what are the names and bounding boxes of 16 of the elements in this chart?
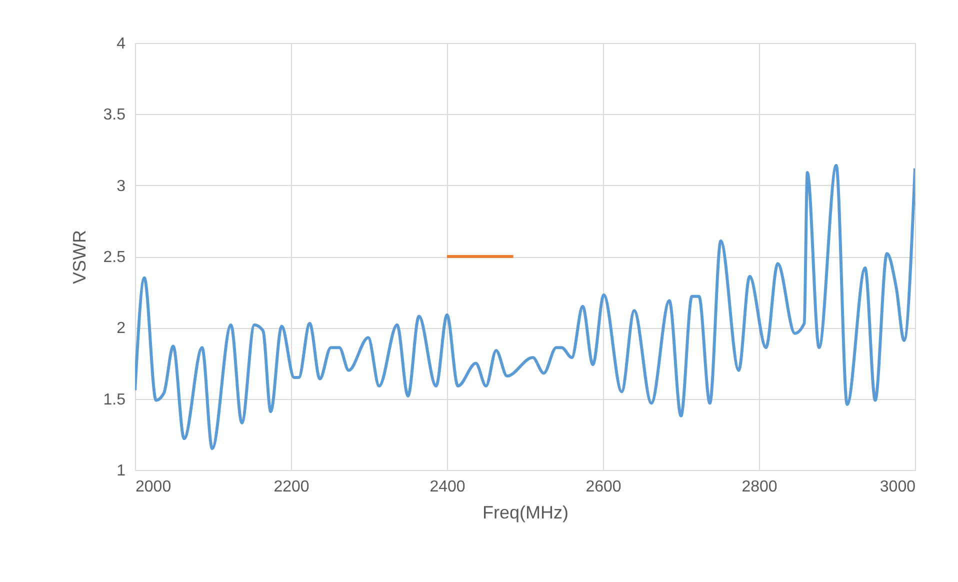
y-tick-label: 3.5 [103, 106, 126, 124]
y-tick-label: 4 [116, 36, 126, 52]
x-tick-label: 2200 [274, 478, 310, 496]
x-tick-label: 2800 [742, 478, 778, 496]
y-axis-title: VSWR [69, 230, 90, 284]
x-tick-label: 2600 [586, 478, 622, 496]
y-tick-label: 3 [116, 178, 126, 195]
line-series [135, 164, 915, 450]
y-tick-label: 1 [116, 462, 126, 480]
x-tick-label: 2400 [430, 478, 466, 496]
y-tick-label: 1.5 [103, 391, 126, 408]
x-tick-label: 2000 [136, 478, 172, 496]
y-tick-label: 2 [116, 320, 126, 338]
x-axis-title: Freq(MHz) [482, 502, 568, 522]
x-tick-label: 3000 [880, 478, 916, 496]
y-tick-label: 2.5 [103, 249, 126, 266]
